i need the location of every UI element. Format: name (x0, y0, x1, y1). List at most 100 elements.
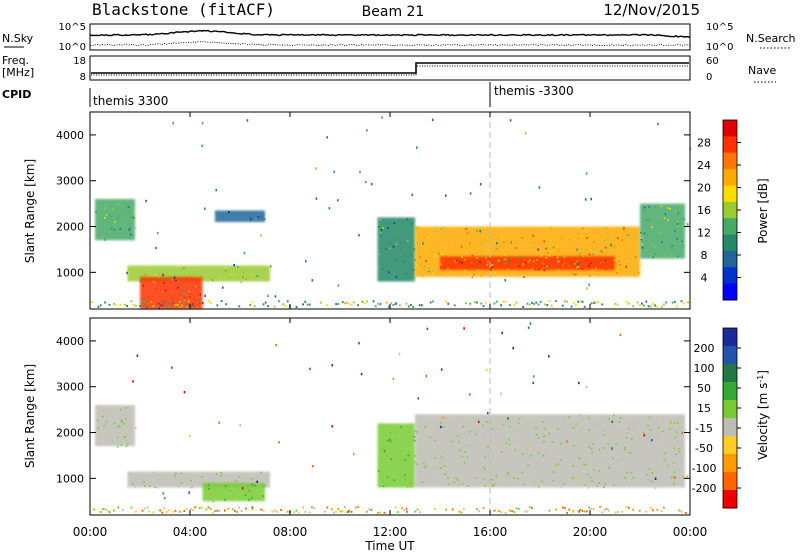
scatter-cell (545, 257, 548, 259)
scatter-cell (654, 477, 657, 480)
scatter-cell (685, 512, 687, 514)
colorbar-segment (723, 346, 737, 365)
scatter-cell (588, 283, 590, 286)
scatter-cell (615, 443, 617, 446)
scatter-cell (495, 300, 498, 303)
scatter-cell (186, 277, 189, 280)
scatter-cell (508, 271, 511, 273)
scatter-cell (603, 260, 605, 263)
velocity-panel: 1000 2000 3000 4000 Slant Range [km] (23, 317, 691, 516)
scatter-cell (439, 483, 442, 485)
scatter-cell (248, 499, 250, 501)
scatter-cell (546, 448, 548, 451)
colorbar-tick-label: 12 (697, 227, 711, 240)
scatter-cell (649, 479, 651, 482)
scatter-cell (509, 509, 511, 512)
scatter-cell (653, 245, 656, 248)
scatter-cell (209, 507, 212, 510)
scatter-cell (480, 302, 483, 305)
scatter-cell (350, 303, 353, 306)
scatter-cell (541, 433, 544, 435)
x-tick-label: 08:00 (273, 525, 308, 539)
scatter-cell (401, 507, 403, 510)
scatter-cell (159, 474, 162, 477)
scatter-cell (111, 208, 114, 210)
scatter-cell (588, 417, 591, 420)
scatter-cell (531, 506, 533, 509)
scatter-cell (162, 272, 164, 275)
scatter-cell (366, 129, 368, 132)
scatter-cell (377, 511, 379, 514)
scatter-cell (424, 459, 426, 461)
scatter-cell (565, 446, 567, 449)
nsky-tick-top: 10^5 (59, 22, 86, 33)
scatter-cell (674, 300, 676, 303)
scatter-cell (406, 510, 408, 513)
scatter-cell (264, 301, 267, 304)
scatter-cell (201, 506, 203, 509)
scatter-cell (589, 262, 592, 265)
scatter-region (95, 199, 135, 241)
scatter-cell (525, 228, 528, 231)
scatter-cell (638, 304, 641, 306)
scatter-cell (224, 267, 227, 270)
scatter-cell (97, 427, 99, 429)
scatter-cell (462, 274, 464, 276)
scatter-cell (593, 241, 595, 243)
scatter-cell (183, 300, 186, 303)
colorbar-segment (723, 418, 737, 437)
scatter-cell (379, 219, 382, 221)
scatter-cell (104, 207, 106, 210)
scatter-cell (509, 476, 512, 479)
scatter-cell (631, 441, 634, 443)
scatter-cell (659, 474, 662, 477)
scatter-cell (674, 436, 677, 439)
scatter-cell (172, 267, 174, 269)
scatter-cell (535, 426, 537, 429)
scatter-cell (677, 225, 680, 227)
scatter-cell (382, 446, 384, 449)
scatter-cell (132, 216, 135, 219)
scatter-cell (163, 301, 166, 303)
scatter-cell (508, 259, 510, 263)
scatter-cell (125, 418, 127, 420)
scatter-cell (556, 259, 559, 262)
scatter-cell (542, 267, 545, 269)
colorbar-tick-label: 50 (697, 382, 711, 395)
scatter-cell (649, 252, 652, 255)
scatter-cell (363, 302, 366, 305)
scatter-cell (664, 430, 666, 433)
scatter-cell (445, 260, 448, 263)
scatter-cell (305, 260, 307, 263)
scatter-cell (526, 452, 528, 455)
scatter-cell (509, 425, 511, 428)
nsearch-label: N.Search (746, 32, 796, 45)
scatter-cell (447, 248, 450, 250)
scatter-cell (459, 449, 462, 451)
scatter-cell (514, 448, 516, 451)
scatter-cell (440, 456, 443, 458)
scatter-cell (515, 428, 518, 430)
scatter-cell (586, 510, 588, 513)
scatter-cell (447, 302, 450, 305)
scatter-cell (665, 301, 667, 304)
scatter-cell (606, 227, 608, 229)
scatter-cell (595, 247, 598, 249)
scatter-cell (153, 471, 155, 474)
scatter-cell (614, 302, 617, 305)
colorbar-tick-label: 16 (697, 204, 711, 217)
scatter-cell (572, 426, 575, 429)
scatter-cell (161, 304, 164, 307)
scatter-cell (533, 432, 536, 435)
scatter-cell (185, 305, 188, 308)
scatter-cell (544, 474, 546, 477)
scatter-cell (442, 259, 445, 262)
scatter-cell (224, 509, 226, 512)
scatter-cell (579, 509, 582, 511)
scatter-cell (507, 472, 509, 474)
x-tick-label: 00:00 (73, 525, 108, 539)
scatter-cell (170, 291, 173, 294)
scatter-region (640, 203, 685, 259)
scatter-cell (616, 510, 619, 513)
